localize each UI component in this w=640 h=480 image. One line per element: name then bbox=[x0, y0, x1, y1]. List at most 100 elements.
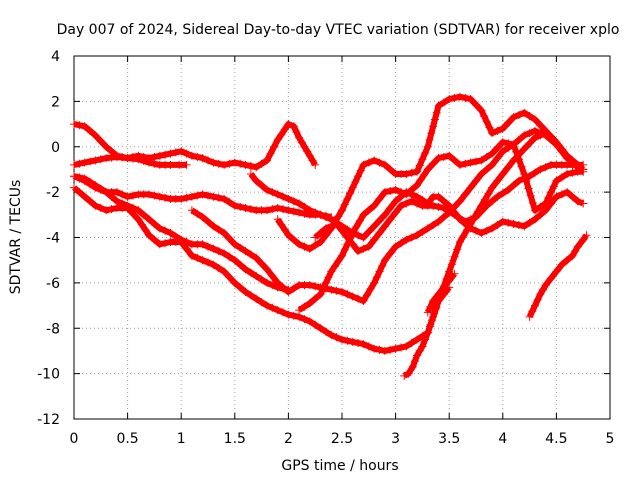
data-point bbox=[198, 240, 207, 249]
data-point bbox=[408, 362, 417, 371]
data-point bbox=[488, 149, 497, 158]
data-point bbox=[380, 160, 389, 169]
data-point bbox=[279, 205, 287, 214]
data-point bbox=[375, 158, 384, 167]
data-point bbox=[425, 135, 434, 144]
data-point bbox=[273, 306, 282, 315]
data-point bbox=[579, 199, 588, 208]
data-point bbox=[568, 251, 577, 260]
data-point bbox=[204, 156, 212, 165]
data-point bbox=[300, 315, 309, 324]
data-point bbox=[531, 168, 539, 177]
data-point bbox=[303, 147, 312, 156]
data-point bbox=[402, 199, 411, 208]
data-point bbox=[541, 163, 550, 172]
data-point bbox=[166, 229, 175, 237]
data-point bbox=[112, 197, 121, 206]
data-point bbox=[340, 200, 349, 209]
data-point bbox=[204, 191, 212, 200]
data-point bbox=[277, 130, 286, 139]
data-point bbox=[273, 135, 282, 144]
data-point bbox=[391, 197, 400, 206]
data-point bbox=[498, 170, 507, 178]
data-point bbox=[155, 192, 164, 201]
data-point bbox=[391, 242, 400, 251]
data-point bbox=[305, 244, 314, 253]
data-point bbox=[520, 108, 529, 117]
data-point bbox=[485, 123, 494, 132]
data-point bbox=[541, 281, 550, 290]
data-point bbox=[568, 192, 577, 201]
data-point bbox=[230, 240, 239, 249]
data-point bbox=[209, 192, 218, 201]
data-point bbox=[520, 145, 529, 153]
data-point bbox=[504, 185, 513, 194]
data-point bbox=[209, 260, 218, 269]
data-point bbox=[418, 227, 427, 236]
x-tick-label: 5 bbox=[606, 431, 615, 447]
data-point bbox=[525, 172, 534, 181]
data-point bbox=[70, 172, 78, 181]
data-point bbox=[509, 156, 518, 165]
data-point bbox=[386, 215, 395, 224]
data-point bbox=[579, 165, 588, 174]
data-point bbox=[268, 188, 277, 197]
data-point bbox=[386, 187, 395, 195]
data-point bbox=[423, 165, 432, 174]
data-point bbox=[375, 267, 384, 276]
data-point bbox=[246, 250, 255, 259]
data-point bbox=[80, 158, 89, 167]
y-axis-ticks: 4 2 0 -2 -4 -6 -8 -10 -12 bbox=[37, 49, 610, 428]
x-tick-label: 3.5 bbox=[438, 431, 460, 447]
data-point bbox=[439, 204, 448, 212]
data-point bbox=[355, 216, 364, 225]
data-point bbox=[321, 231, 330, 240]
data-point bbox=[311, 241, 320, 250]
data-point bbox=[161, 193, 170, 202]
y-tick-label: -10 bbox=[37, 367, 60, 383]
data-point bbox=[461, 217, 470, 226]
data-point bbox=[334, 212, 343, 221]
x-tick-label: 2.5 bbox=[331, 431, 353, 447]
x-tick-label: 3 bbox=[391, 431, 400, 447]
data-point bbox=[343, 233, 352, 242]
data-point bbox=[284, 206, 293, 215]
data-point bbox=[434, 202, 443, 211]
data-point bbox=[429, 122, 438, 131]
data-point bbox=[397, 343, 405, 352]
data-point bbox=[504, 139, 513, 148]
data-point bbox=[557, 173, 566, 182]
data-point bbox=[413, 199, 421, 208]
data-point bbox=[134, 151, 143, 160]
data-point bbox=[284, 310, 293, 319]
data-point bbox=[263, 301, 271, 310]
data-point bbox=[171, 148, 180, 157]
data-point bbox=[257, 259, 266, 268]
data-point bbox=[289, 207, 298, 216]
data-point bbox=[472, 157, 480, 166]
data-point bbox=[378, 261, 387, 270]
data-point bbox=[241, 160, 250, 169]
data-point bbox=[209, 222, 218, 231]
data-point bbox=[348, 240, 357, 249]
data-point bbox=[225, 198, 234, 207]
series-line bbox=[73, 121, 318, 171]
data-point bbox=[316, 324, 325, 333]
data-point bbox=[477, 170, 486, 178]
data-point bbox=[96, 184, 105, 193]
data-point bbox=[129, 209, 137, 218]
data-point bbox=[316, 229, 325, 237]
data-point bbox=[397, 201, 405, 210]
data-point bbox=[482, 117, 491, 126]
data-point bbox=[571, 247, 580, 256]
y-tick-label: 2 bbox=[51, 94, 60, 110]
data-point bbox=[482, 165, 491, 174]
data-point bbox=[429, 159, 438, 168]
data-point bbox=[284, 231, 293, 240]
data-point bbox=[520, 174, 529, 183]
data-point bbox=[536, 121, 545, 130]
data-point bbox=[270, 142, 279, 151]
data-point bbox=[423, 328, 432, 337]
data-point bbox=[246, 162, 255, 170]
data-point bbox=[182, 160, 191, 169]
